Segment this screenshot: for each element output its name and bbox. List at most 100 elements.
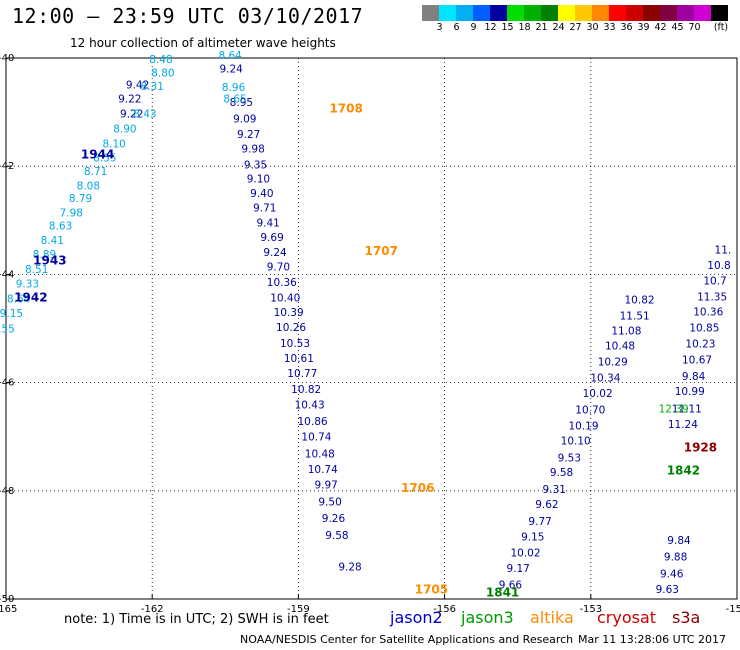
wave-height-value: 10.74 (301, 431, 331, 443)
wave-height-value: 10.61 (284, 353, 314, 365)
color-swatch (524, 5, 541, 21)
wave-height-value: 10.23 (685, 338, 715, 350)
wave-height-value: 10.02 (583, 388, 613, 400)
wave-height-value: 8.10 (102, 138, 125, 150)
pass-time-label: 1943 (33, 254, 66, 268)
color-scale-label: 3 (436, 22, 443, 33)
color-swatch (473, 5, 490, 21)
wave-height-value: 9.35 (244, 159, 267, 171)
wave-height-value: 9.26 (322, 513, 346, 525)
map-frame (5, 57, 738, 600)
wave-height-value: 11.35 (697, 291, 727, 303)
pass-time-label: 1942 (14, 290, 47, 304)
wave-height-value: 10.02 (510, 547, 540, 559)
wave-height-value: 10.85 (689, 323, 719, 335)
wave-height-value: 10.10 (561, 435, 591, 447)
wave-height-value: 10.39 (274, 307, 304, 319)
wave-height-value: 9.24 (263, 247, 287, 259)
x-tick-label: -162 (141, 604, 164, 615)
wave-height-value: 9.15 (521, 532, 544, 544)
wave-height-value: 7.98 (60, 208, 83, 220)
wave-height-value: 8.55 (93, 152, 116, 164)
x-tick-label: -165 (0, 604, 17, 615)
wave-height-value: 8.95 (230, 97, 253, 109)
color-swatch (541, 5, 558, 21)
wave-height-value: 9.28 (338, 561, 361, 573)
color-scale-label: 6 (453, 22, 460, 33)
color-swatch (609, 5, 626, 21)
pass-time-label: 1841 (486, 585, 519, 599)
wave-height-value: 9.50 (318, 496, 341, 508)
wave-height-value: 10.74 (308, 464, 338, 476)
wave-height-value: 8.89 (33, 249, 56, 261)
wave-height-value: 10.19 (568, 421, 598, 433)
map-subtitle: 12 hour collection of altimeter wave hei… (70, 36, 336, 50)
color-swatch (439, 5, 456, 21)
wave-height-value: 9.98 (241, 144, 264, 156)
wave-height-value: 9.70 (267, 262, 290, 274)
generated-timestamp: Mar 11 13:28:06 UTC 2017 (578, 633, 726, 646)
y-tick-label: -48 (0, 486, 14, 497)
color-scale-label: 30 (586, 22, 599, 33)
wave-height-value: 8.96 (222, 82, 246, 94)
wave-height-value: 9.09 (233, 113, 256, 125)
wave-height-value: 9.66 (499, 580, 523, 592)
color-scale-label: 33 (603, 22, 616, 33)
wave-height-value: 9.27 (237, 129, 260, 141)
wave-height-value: 8.64 (7, 294, 31, 306)
y-tick-label: -42 (0, 161, 14, 172)
wave-height-value: 8.48 (149, 54, 172, 66)
color-scale-label: 42 (654, 22, 667, 33)
wave-height-value: 12.39 (659, 403, 689, 415)
wave-height-value: 8.41 (41, 235, 64, 247)
wave-height-value: 9.84 (682, 371, 706, 383)
color-swatch (456, 5, 473, 21)
wave-height-value: 10.34 (590, 373, 620, 385)
color-scale: 3 6 9 12 15 18 21 24 27 30 33 36 39 42 45 70 (ft) (0, 0, 740, 60)
color-scale-label: 21 (535, 22, 548, 33)
wave-height-value: 9.42 (126, 79, 149, 91)
wave-height-value: 10.70 (575, 404, 605, 416)
pass-time-label: 1707 (365, 244, 398, 258)
wave-height-value: 10.36 (693, 307, 723, 319)
color-swatch (490, 5, 507, 21)
color-scale-label: 12 (484, 22, 497, 33)
wave-height-value: 9.58 (325, 530, 348, 542)
wave-height-value: 9.53 (558, 453, 581, 465)
pass-time-label: 1708 (329, 102, 362, 116)
wave-height-value: 10.99 (675, 386, 705, 398)
color-scale-label: 24 (552, 22, 565, 33)
wave-height-value: 10.26 (276, 322, 306, 334)
color-scale-label: 9 (470, 22, 477, 33)
color-scale-label: 45 (671, 22, 684, 33)
wave-height-value: 8.51 (25, 264, 48, 276)
legend-jason3: jason3 (461, 608, 514, 627)
wave-height-value: 9.62 (535, 499, 558, 511)
color-scale-label: 70 (688, 22, 701, 33)
map-title: 12:00 – 23:59 UTC 03/10/2017 (12, 4, 364, 28)
wave-height-value: 8.08 (77, 180, 100, 192)
x-tick-label: -150 (726, 604, 740, 615)
wave-height-value: 9.84 (667, 535, 691, 547)
pass-time-label: 1944 (81, 148, 114, 162)
wave-height-value: 11.08 (611, 325, 641, 337)
legend-jason2: jason2 (390, 608, 443, 627)
wave-height-value: 9.97 (314, 480, 337, 492)
wave-height-value: 8.80 (151, 67, 174, 79)
wave-height-value: 10.7 (703, 276, 726, 288)
wave-height-value: 10.48 (605, 341, 635, 353)
wave-height-value: 10.36 (267, 277, 297, 289)
color-scale-label: 15 (501, 22, 514, 33)
wave-height-value: 10.53 (280, 338, 310, 350)
wave-height-value: 11. (715, 244, 732, 256)
color-scale-label: 39 (637, 22, 650, 33)
color-swatch (626, 5, 643, 21)
wave-height-value: 8.65 (223, 93, 246, 105)
wave-height-value: 9.22 (120, 109, 143, 121)
color-swatch (558, 5, 575, 21)
x-tick-label: -156 (433, 604, 456, 615)
color-swatch (660, 5, 677, 21)
pass-time-label: 1928 (684, 440, 717, 454)
wave-height-value: 10.86 (298, 416, 328, 428)
